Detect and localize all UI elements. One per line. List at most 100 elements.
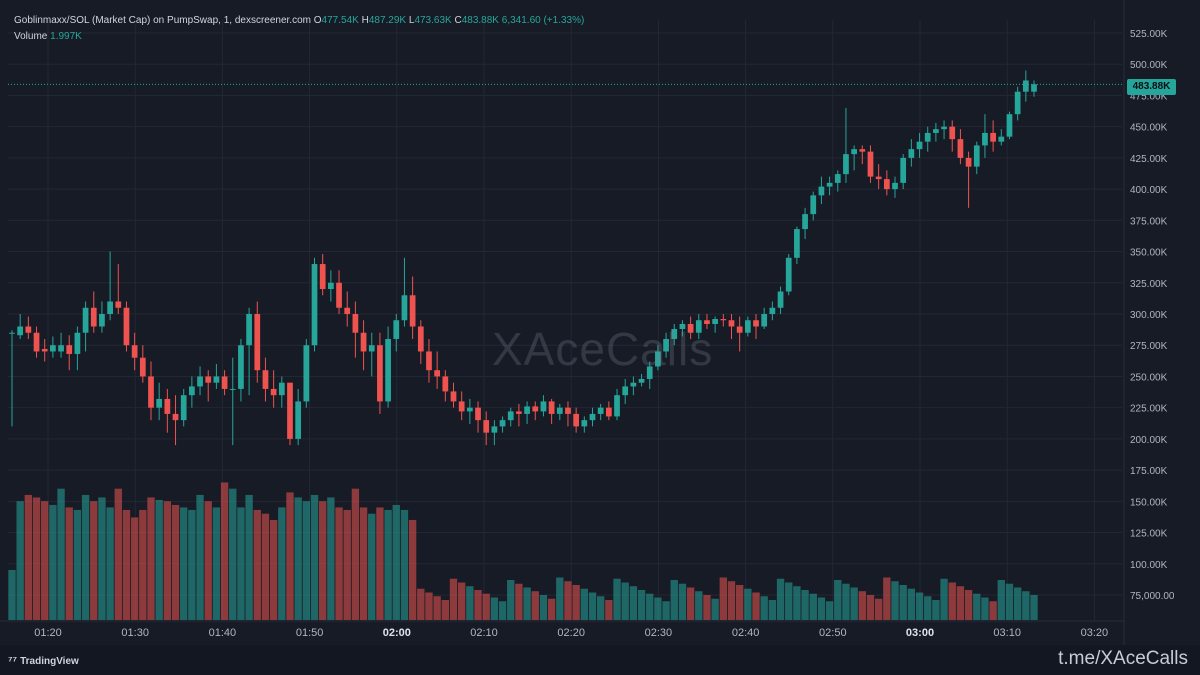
time-axis[interactable]: 01:20 01:30 01:40 01:50 02:00 02:10 02:20 02:30… (0, 620, 1124, 639)
volume-label[interactable]: Volume (14, 31, 48, 42)
candle-body (933, 129, 939, 133)
volume-bar (130, 517, 139, 620)
candle-body (990, 132, 996, 142)
y-tick-label: 500.00K (1130, 60, 1168, 71)
volume-bar (613, 578, 621, 620)
candle-body (753, 320, 759, 327)
volume-bar (196, 494, 204, 620)
candle-body (744, 320, 751, 333)
candle-body (74, 332, 81, 354)
volume-bar (114, 488, 122, 620)
volume-bar (850, 587, 858, 620)
volume-bar (752, 592, 760, 620)
candle-body (17, 326, 24, 336)
candle-body (785, 257, 792, 292)
candle-body (99, 314, 105, 327)
volume-bar (310, 494, 319, 620)
volume-bar (8, 569, 16, 620)
volume-bar (220, 482, 229, 620)
volume-bar (253, 509, 261, 620)
candle-body (859, 149, 866, 152)
volume-bar (65, 507, 73, 620)
candle-body (450, 391, 457, 402)
candle-body (319, 264, 326, 290)
volume-bar (163, 501, 172, 620)
candle-body (949, 126, 956, 140)
x-tick-label: 03:10 (993, 627, 1021, 639)
volume-bar (605, 599, 613, 620)
candle-body (229, 388, 236, 390)
x-tick-label: 02:10 (470, 627, 498, 639)
high-value: 487.29K (368, 15, 407, 26)
volume-bar (1022, 591, 1030, 620)
candle-body (671, 328, 678, 339)
volume-bar (834, 579, 842, 620)
candle-body (573, 413, 580, 427)
tradingview-logo[interactable]: ⁷⁷ TradingView (8, 655, 79, 667)
candle-body (794, 229, 800, 258)
x-tick-label: 02:20 (557, 627, 585, 639)
volume-bar (744, 588, 752, 620)
candle-body (41, 348, 48, 352)
telegram-channel-link[interactable]: t.me/XAceCalls (1058, 648, 1188, 669)
candle-body (401, 295, 408, 321)
candle-body (417, 326, 424, 352)
candle-body (360, 332, 367, 352)
volume-bar (1005, 583, 1014, 620)
volume-bar (801, 589, 809, 620)
x-tick-label: 01:30 (121, 627, 149, 639)
volume-bar (237, 507, 245, 620)
volume-bar (286, 492, 294, 620)
volume-bar (817, 597, 826, 620)
volume-bar (809, 593, 817, 620)
volume-bar (98, 497, 106, 620)
volume-bar (155, 499, 163, 620)
candle-body (246, 314, 252, 346)
y-tick-label: 250.00K (1130, 372, 1168, 383)
candle-body (646, 366, 653, 379)
volume-bar (327, 497, 335, 620)
candle-body (9, 332, 15, 334)
candle-body (589, 413, 596, 421)
price-axis[interactable]: 525.00K 500.00K 475.00K 450.00K 425.00K 400.0… (1123, 0, 1175, 645)
candle-body (720, 318, 727, 321)
candle-body (605, 407, 612, 417)
x-tick-label: 01:50 (296, 627, 324, 639)
candle-body (565, 407, 571, 414)
candle-body (270, 388, 277, 396)
candle-body (687, 323, 694, 333)
y-tick-label: 75,000.00 (1130, 591, 1175, 602)
candle-body (25, 326, 32, 333)
volume-bar (825, 601, 834, 620)
candle-body (156, 398, 163, 408)
candle-body (344, 307, 351, 314)
volume-bar (302, 501, 311, 620)
volume-bar (122, 509, 131, 620)
open-value: 477.54K (321, 15, 359, 26)
y-tick-label: 100.00K (1130, 560, 1168, 571)
candle-body (33, 332, 40, 352)
candlestick-series (9, 70, 1037, 446)
candle-body (834, 174, 841, 183)
candle-body (998, 136, 1005, 142)
candle-body (867, 151, 874, 177)
volume-bar (874, 598, 883, 620)
candle-body (180, 395, 187, 421)
candle-body (442, 376, 449, 392)
symbol-title[interactable]: Goblinmaxx/SOL (Market Cap) on PumpSwap,… (14, 15, 311, 26)
volume-bar (768, 599, 777, 620)
candle-body (875, 176, 882, 180)
candle-body (131, 345, 138, 358)
volume-bar (1030, 594, 1038, 620)
candle-body (556, 407, 563, 414)
watermark-text: XAceCalls (492, 323, 714, 375)
candle-body (221, 376, 228, 389)
candle-body (197, 376, 203, 387)
volume-bar (719, 577, 727, 620)
candle-body (278, 382, 285, 396)
candle-body (712, 318, 718, 324)
x-tick-label: 02:50 (819, 627, 847, 639)
volume-value: 1.997K (50, 31, 82, 42)
candle-body (295, 401, 302, 439)
